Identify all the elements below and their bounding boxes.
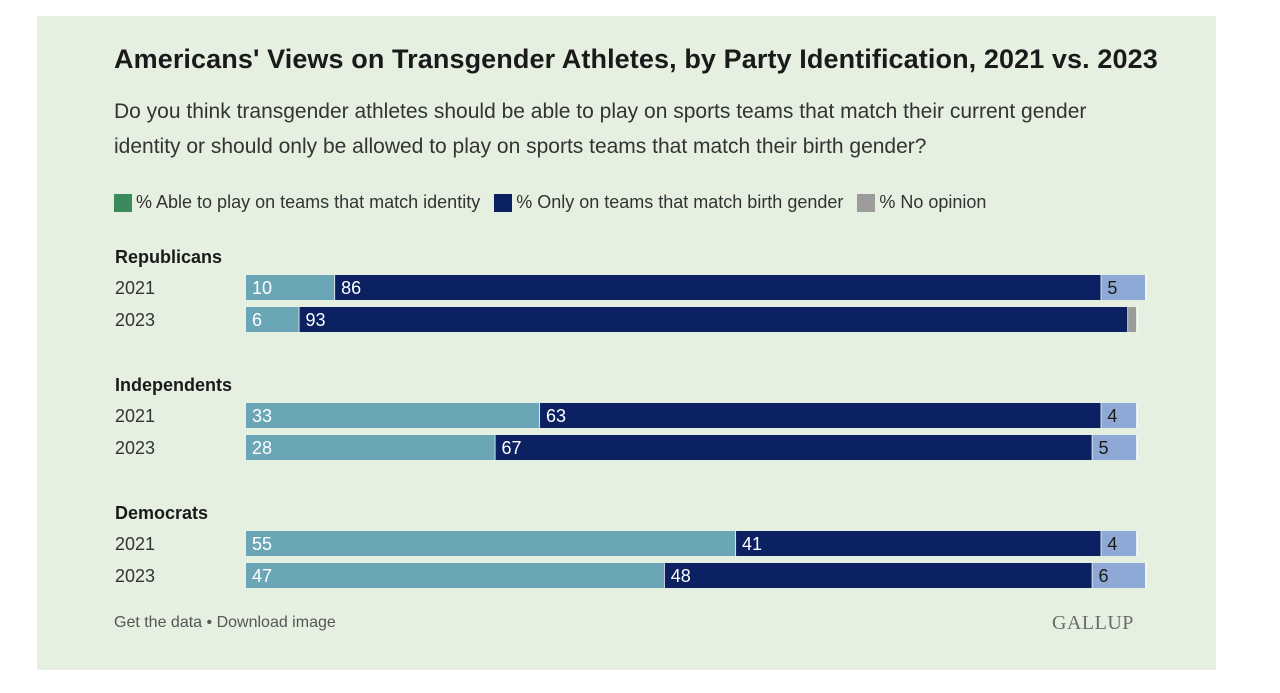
bar-segment-identity — [246, 435, 496, 460]
group-label: Republicans — [115, 247, 222, 267]
year-label: 2021 — [115, 534, 155, 554]
bar-chart: Republicans 2021 10 86 5 2023 6 93 Independents 2… — [115, 247, 1147, 588]
group-label: Independents — [115, 375, 232, 395]
legend-swatch-identity — [114, 193, 132, 212]
bar-segment-no-opinion — [1101, 403, 1137, 428]
data-label: 33 — [252, 406, 272, 426]
bar-segment-identity — [246, 307, 300, 332]
bar-segment-no-opinion — [1101, 531, 1137, 556]
data-label: 47 — [252, 566, 272, 586]
bar-segment-birth — [335, 275, 1102, 300]
year-label: 2021 — [115, 406, 155, 426]
year-label: 2023 — [115, 438, 155, 458]
legend-label-identity: % Able to play on teams that match ident… — [136, 192, 481, 212]
segment-divider — [1136, 531, 1138, 556]
segment-divider — [1136, 403, 1138, 428]
bar-segment-birth — [736, 531, 1102, 556]
bar-segment-no-opinion — [1128, 307, 1137, 332]
footer-links: Get the data • Download image — [114, 614, 336, 632]
year-label: 2021 — [115, 278, 155, 298]
legend-swatch-no-opinion — [857, 193, 876, 212]
legend: % Able to play on teams that match ident… — [114, 192, 1000, 213]
segment-divider — [1145, 275, 1147, 300]
data-label: 6 — [1098, 566, 1108, 586]
data-label: 93 — [305, 310, 325, 330]
data-label: 48 — [671, 566, 691, 586]
segment-divider — [1136, 307, 1138, 332]
legend-item-no-opinion: % No opinion — [857, 192, 986, 213]
bar-segment-no-opinion — [1092, 435, 1137, 460]
data-label: 55 — [252, 534, 272, 554]
legend-swatch-birth — [494, 193, 513, 212]
chart-title: Americans' Views on Transgender Athletes… — [114, 44, 1158, 74]
chart-subtitle: Do you think transgender athletes should… — [114, 100, 1087, 158]
data-label: 5 — [1107, 278, 1117, 298]
data-label: 10 — [252, 278, 272, 298]
segment-divider — [1145, 563, 1147, 588]
get-data-link[interactable]: Get the data — [114, 614, 203, 631]
bar-segment-birth — [664, 563, 1093, 588]
bar-segment-identity — [246, 531, 737, 556]
year-label: 2023 — [115, 310, 155, 330]
data-label: 4 — [1107, 406, 1117, 426]
data-label: 5 — [1098, 438, 1108, 458]
chart-card: Americans' Views on Transgender Athletes… — [37, 16, 1216, 670]
year-label: 2023 — [115, 566, 155, 586]
bar-segment-no-opinion — [1092, 563, 1146, 588]
footer-separator: • — [206, 614, 213, 631]
data-label: 28 — [252, 438, 272, 458]
download-image-link[interactable]: Download image — [216, 614, 336, 631]
gallup-logo: GALLUP — [1052, 612, 1134, 634]
data-label: 4 — [1107, 534, 1117, 554]
segment-divider — [1136, 435, 1138, 460]
legend-label-no-opinion: % No opinion — [879, 192, 987, 212]
legend-item-identity: % Able to play on teams that match ident… — [114, 192, 480, 213]
bar-segment-identity — [246, 403, 541, 428]
bar-segment-no-opinion — [1101, 275, 1146, 300]
bar-segment-birth — [540, 403, 1102, 428]
data-label: 67 — [501, 438, 521, 458]
bar-segment-identity — [246, 275, 336, 300]
data-label: 6 — [252, 310, 262, 330]
data-label: 63 — [546, 406, 566, 426]
bar-segment-birth — [299, 307, 1129, 332]
group-label: Democrats — [115, 503, 208, 523]
legend-item-birth: % Only on teams that match birth gender — [494, 192, 843, 213]
data-label: 86 — [341, 278, 361, 298]
bar-segment-birth — [495, 435, 1093, 460]
legend-label-birth: % Only on teams that match birth gender — [516, 192, 844, 212]
data-label: 41 — [742, 534, 762, 554]
bar-segment-identity — [246, 563, 665, 588]
